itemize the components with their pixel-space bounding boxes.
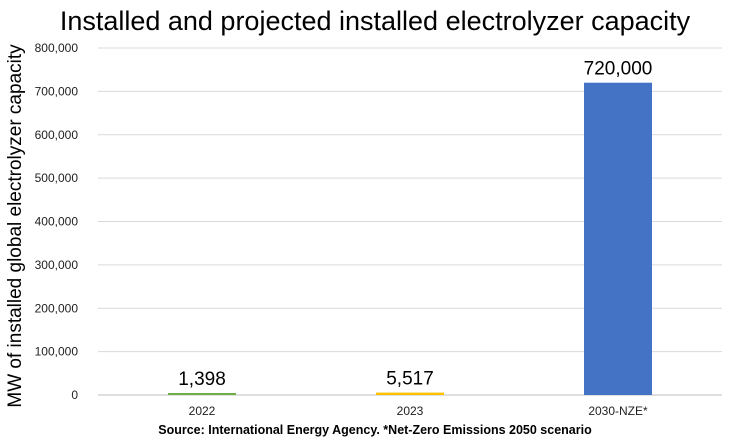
data-label: 720,000: [584, 59, 653, 80]
bar: [584, 82, 652, 395]
y-tick-label: 700,000: [35, 84, 79, 98]
y-tick-label: 500,000: [35, 171, 79, 185]
chart-title: Installed and projected installed electr…: [59, 6, 691, 36]
source-note: Source: International Energy Agency. *Ne…: [158, 423, 592, 437]
y-tick-label: 100,000: [35, 345, 79, 359]
x-tick-label: 2023: [397, 404, 424, 418]
x-tick-label: 2022: [189, 404, 216, 418]
y-tick-label: 200,000: [35, 301, 79, 315]
y-tick-label: 0: [71, 388, 78, 402]
data-label: 5,517: [386, 369, 434, 390]
bar: [376, 392, 444, 395]
y-tick-label: 800,000: [35, 41, 79, 55]
data-label: 1,398: [178, 369, 226, 390]
y-tick-label: 400,000: [35, 215, 79, 229]
y-tick-label: 600,000: [35, 128, 79, 142]
x-tick-label: 2030-NZE*: [588, 404, 648, 418]
y-tick-label: 300,000: [35, 258, 79, 272]
bar: [168, 393, 236, 395]
